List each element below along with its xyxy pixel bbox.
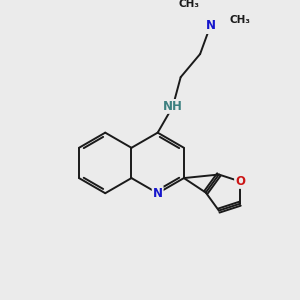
Text: NH: NH (163, 100, 183, 113)
Text: N: N (153, 187, 163, 200)
Text: CH₃: CH₃ (230, 15, 251, 25)
Text: N: N (206, 19, 215, 32)
Text: CH₃: CH₃ (178, 0, 200, 9)
Text: O: O (235, 175, 245, 188)
